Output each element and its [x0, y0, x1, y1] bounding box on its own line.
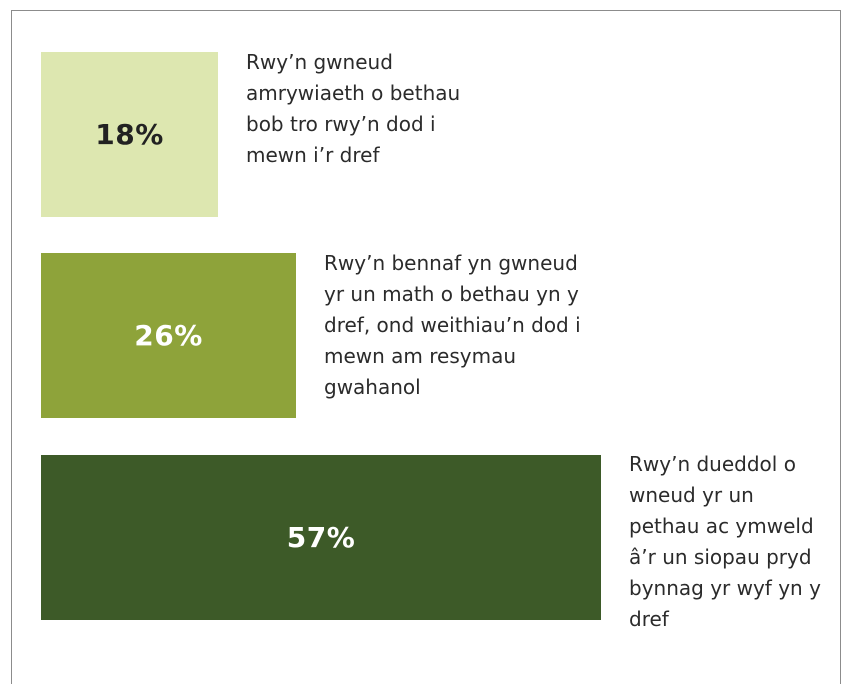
category-label-line: yr un math o bethau yn y — [324, 282, 579, 306]
category-label-line: wneud yr un — [629, 483, 754, 507]
category-label-line: mewn am resymau — [324, 344, 517, 368]
category-label-1: Rwy’n gwneud amrywiaeth o bethau bob tro r… — [246, 47, 460, 171]
category-label-line: dref, ond weithiau’n dod i — [324, 313, 581, 337]
category-label-2: Rwy’n bennaf yn gwneud yr un math o betha… — [324, 248, 581, 403]
bar-value-label: 18% — [95, 118, 164, 151]
category-label-line: mewn i’r dref — [246, 143, 380, 167]
bar-3: 57% — [41, 455, 601, 620]
bar-1: 18% — [41, 52, 218, 217]
category-label-line: Rwy’n bennaf yn gwneud — [324, 251, 578, 275]
category-label-line: amrywiaeth o bethau — [246, 81, 461, 105]
bar-2: 26% — [41, 253, 296, 418]
category-label-line: â’r un siopau pryd — [629, 545, 812, 569]
category-label-line: dref — [629, 607, 669, 631]
category-label-line: Rwy’n gwneud — [246, 50, 393, 74]
bar-value-label: 57% — [286, 521, 356, 554]
category-label-line: Rwy’n dueddol o — [629, 452, 796, 476]
bar-value-label: 26% — [134, 319, 203, 352]
category-label-line: bynnag yr wyf yn y — [629, 576, 821, 600]
category-label-line: pethau ac ymweld — [629, 514, 814, 538]
category-label-line: gwahanol — [324, 375, 421, 399]
category-label-line: bob tro rwy’n dod i — [246, 112, 436, 136]
chart-frame — [11, 10, 841, 684]
category-label-3: Rwy’n dueddol o wneud yr un pethau ac ymwe… — [629, 449, 821, 635]
